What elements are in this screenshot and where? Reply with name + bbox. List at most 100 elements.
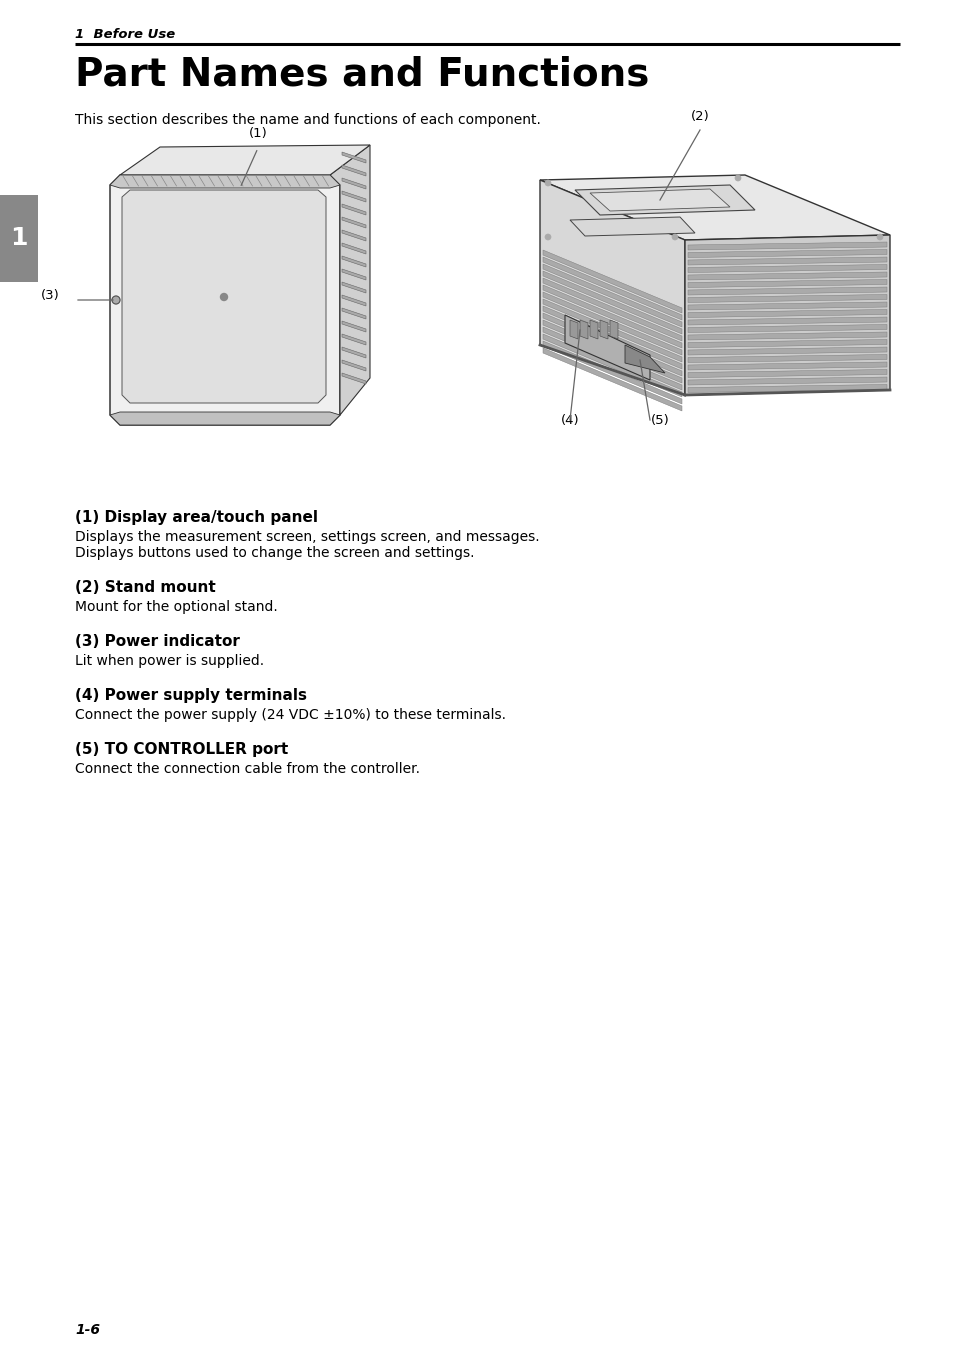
- Polygon shape: [341, 360, 366, 370]
- Polygon shape: [341, 218, 366, 228]
- Text: Displays the measurement screen, settings screen, and messages.: Displays the measurement screen, setting…: [75, 530, 539, 544]
- Polygon shape: [341, 191, 366, 201]
- Polygon shape: [110, 412, 339, 425]
- Polygon shape: [687, 339, 886, 347]
- Polygon shape: [539, 174, 889, 241]
- Polygon shape: [542, 285, 681, 347]
- Polygon shape: [542, 299, 681, 362]
- Polygon shape: [110, 174, 339, 425]
- Polygon shape: [684, 235, 889, 395]
- Text: (3): (3): [41, 289, 60, 303]
- Polygon shape: [599, 320, 607, 339]
- Polygon shape: [687, 287, 886, 295]
- Polygon shape: [687, 272, 886, 280]
- Polygon shape: [687, 301, 886, 310]
- Polygon shape: [687, 333, 886, 339]
- Polygon shape: [341, 230, 366, 241]
- Polygon shape: [687, 257, 886, 265]
- Text: (4) Power supply terminals: (4) Power supply terminals: [75, 688, 307, 703]
- Polygon shape: [579, 320, 587, 339]
- Text: This section describes the name and functions of each component.: This section describes the name and func…: [75, 114, 540, 127]
- Bar: [0, 195, 38, 283]
- Polygon shape: [624, 345, 664, 373]
- Polygon shape: [542, 347, 681, 411]
- Circle shape: [671, 234, 678, 241]
- Circle shape: [876, 234, 882, 241]
- Polygon shape: [341, 295, 366, 306]
- Polygon shape: [341, 256, 366, 266]
- Polygon shape: [687, 384, 886, 392]
- Circle shape: [220, 293, 227, 300]
- Polygon shape: [539, 180, 684, 395]
- Polygon shape: [687, 347, 886, 356]
- Polygon shape: [542, 314, 681, 376]
- Polygon shape: [687, 362, 886, 370]
- Polygon shape: [687, 265, 886, 273]
- Text: 1  Before Use: 1 Before Use: [75, 28, 175, 41]
- Polygon shape: [341, 334, 366, 345]
- Text: (4): (4): [560, 414, 578, 427]
- Text: (1) Display area/touch panel: (1) Display area/touch panel: [75, 510, 317, 525]
- Polygon shape: [564, 315, 649, 380]
- Polygon shape: [569, 320, 578, 339]
- Polygon shape: [687, 250, 886, 257]
- Text: Mount for the optional stand.: Mount for the optional stand.: [75, 600, 277, 614]
- Polygon shape: [575, 185, 754, 215]
- Polygon shape: [341, 204, 366, 215]
- Polygon shape: [341, 269, 366, 280]
- Circle shape: [544, 234, 551, 241]
- Polygon shape: [542, 279, 681, 341]
- Polygon shape: [687, 354, 886, 362]
- Polygon shape: [341, 373, 366, 384]
- Circle shape: [544, 180, 551, 187]
- Polygon shape: [341, 178, 366, 189]
- Polygon shape: [542, 320, 681, 383]
- Polygon shape: [330, 145, 370, 415]
- Text: Connect the power supply (24 VDC ±10%) to these terminals.: Connect the power supply (24 VDC ±10%) t…: [75, 708, 505, 722]
- Polygon shape: [687, 295, 886, 303]
- Polygon shape: [542, 270, 681, 334]
- Text: 1-6: 1-6: [75, 1324, 100, 1337]
- Polygon shape: [687, 242, 886, 250]
- Polygon shape: [110, 174, 339, 188]
- Polygon shape: [609, 320, 618, 339]
- Polygon shape: [542, 327, 681, 389]
- Text: (1): (1): [249, 127, 267, 141]
- Polygon shape: [341, 151, 366, 164]
- Polygon shape: [341, 283, 366, 293]
- Text: (5) TO CONTROLLER port: (5) TO CONTROLLER port: [75, 742, 288, 757]
- Polygon shape: [589, 320, 598, 339]
- Polygon shape: [542, 257, 681, 320]
- Polygon shape: [542, 250, 681, 314]
- Polygon shape: [687, 324, 886, 333]
- Polygon shape: [341, 243, 366, 254]
- Polygon shape: [120, 145, 370, 174]
- Text: (5): (5): [650, 414, 669, 427]
- Text: Connect the connection cable from the controller.: Connect the connection cable from the co…: [75, 763, 419, 776]
- Polygon shape: [341, 320, 366, 333]
- Polygon shape: [542, 264, 681, 327]
- Circle shape: [112, 296, 120, 304]
- Polygon shape: [341, 308, 366, 319]
- Polygon shape: [687, 316, 886, 324]
- Polygon shape: [122, 191, 326, 403]
- Polygon shape: [341, 165, 366, 176]
- Polygon shape: [687, 377, 886, 385]
- Polygon shape: [542, 306, 681, 369]
- Polygon shape: [687, 310, 886, 318]
- Circle shape: [734, 174, 740, 181]
- Polygon shape: [687, 280, 886, 288]
- Polygon shape: [569, 218, 695, 237]
- Polygon shape: [589, 189, 729, 211]
- Polygon shape: [542, 341, 681, 404]
- Text: Part Names and Functions: Part Names and Functions: [75, 55, 649, 93]
- Text: (3) Power indicator: (3) Power indicator: [75, 634, 239, 649]
- Polygon shape: [341, 347, 366, 358]
- Text: 1: 1: [10, 226, 28, 250]
- Text: Displays buttons used to change the screen and settings.: Displays buttons used to change the scre…: [75, 546, 474, 560]
- Polygon shape: [542, 334, 681, 397]
- Text: (2): (2): [690, 110, 709, 123]
- Text: (2) Stand mount: (2) Stand mount: [75, 580, 215, 595]
- Polygon shape: [687, 369, 886, 377]
- Polygon shape: [542, 292, 681, 356]
